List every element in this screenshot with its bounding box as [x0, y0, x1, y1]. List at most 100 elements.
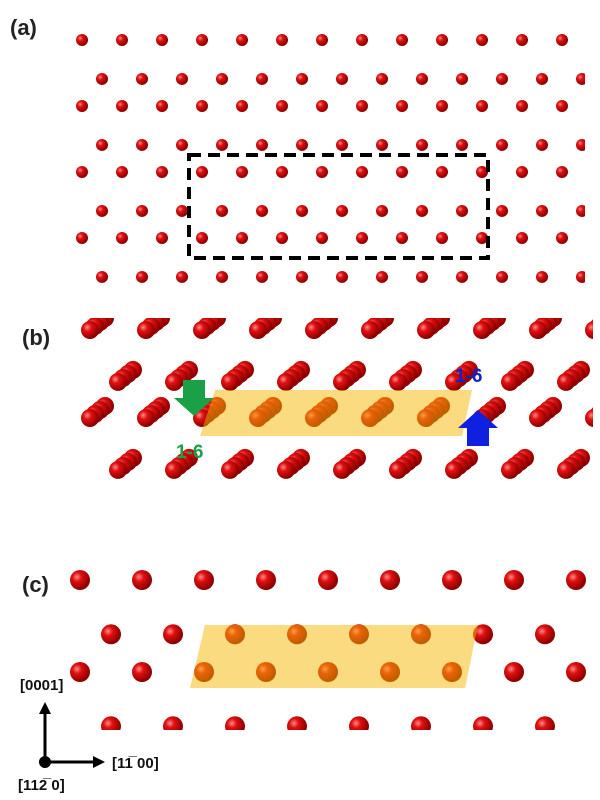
oxygen [221, 461, 239, 479]
oxygen [81, 409, 99, 427]
oxygen [156, 166, 168, 178]
oxygen [116, 34, 128, 46]
oxygen [163, 624, 183, 644]
oxygen [76, 100, 88, 112]
oxygen [70, 662, 90, 682]
oxygen [496, 271, 508, 283]
axis-arrowhead [39, 702, 51, 714]
oxygen [529, 409, 547, 427]
oxygen [536, 73, 548, 85]
oxygen [132, 570, 152, 590]
oxygen [256, 271, 268, 283]
oxygen [165, 373, 183, 391]
oxygen [137, 409, 155, 427]
oxygen [216, 271, 228, 283]
oxygen [96, 139, 108, 151]
oxygen [361, 321, 379, 339]
oxygen [436, 100, 448, 112]
oxygen [136, 139, 148, 151]
oxygen [333, 373, 351, 391]
oxygen [416, 205, 428, 217]
oxygen [556, 166, 568, 178]
oxygen [96, 205, 108, 217]
axis-arrowhead [93, 756, 105, 768]
oxygen [76, 34, 88, 46]
oxygen [136, 73, 148, 85]
oxygen [356, 100, 368, 112]
oxygen [336, 139, 348, 151]
oxygen [501, 373, 519, 391]
oxygen [356, 166, 368, 178]
oxygen [585, 409, 600, 427]
oxygen [296, 73, 308, 85]
oxygen [316, 100, 328, 112]
oxygen [576, 139, 588, 151]
oxygen [116, 232, 128, 244]
oxygen [436, 166, 448, 178]
oxygen [225, 716, 245, 736]
oxygen [496, 139, 508, 151]
oxygen [101, 716, 121, 736]
oxygen [349, 716, 369, 736]
oxygen [196, 232, 208, 244]
oxygen [516, 100, 528, 112]
oxygen [557, 461, 575, 479]
oxygen [336, 73, 348, 85]
oxygen [595, 313, 600, 331]
oxygen [389, 461, 407, 479]
oxygen [476, 100, 488, 112]
oxygen [236, 166, 248, 178]
oxygen [316, 34, 328, 46]
oxygen [576, 271, 588, 283]
oxygen [196, 166, 208, 178]
oxygen [70, 570, 90, 590]
oxygen [556, 232, 568, 244]
oxygen [136, 271, 148, 283]
oxygen [256, 139, 268, 151]
oxygen [496, 73, 508, 85]
annotation: 1-6 [455, 366, 482, 387]
oxygen [566, 570, 586, 590]
oxygen [81, 321, 99, 339]
oxygen [416, 139, 428, 151]
oxygen [216, 205, 228, 217]
oxygen [396, 34, 408, 46]
oxygen [96, 271, 108, 283]
oxygen [504, 570, 524, 590]
oxygen [417, 321, 435, 339]
oxygen [576, 205, 588, 217]
oxygen [411, 716, 431, 736]
oxygen [496, 205, 508, 217]
panel-label: (a) [10, 15, 37, 40]
oxygen [473, 716, 493, 736]
oxygen [557, 373, 575, 391]
oxygen [109, 373, 127, 391]
oxygen [376, 73, 388, 85]
oxygen [256, 205, 268, 217]
oxygen [416, 271, 428, 283]
oxygen [76, 232, 88, 244]
oxygen [236, 232, 248, 244]
oxygen [396, 232, 408, 244]
oxygen [556, 100, 568, 112]
oxygen [296, 139, 308, 151]
oxygen [456, 271, 468, 283]
oxygen [504, 662, 524, 682]
oxygen [96, 73, 108, 85]
oxygen [333, 461, 351, 479]
oxygen [436, 232, 448, 244]
figure: 1-6 1-6 (a) (b) (c) [0001] [11̅ 00] [112… [0, 0, 600, 800]
oxygen [585, 321, 600, 339]
oxygen [196, 34, 208, 46]
oxygen [256, 73, 268, 85]
oxygen [516, 34, 528, 46]
oxygen [476, 34, 488, 46]
oxygen [176, 73, 188, 85]
oxygen [236, 34, 248, 46]
oxygen [576, 73, 588, 85]
oxygen [196, 100, 208, 112]
oxygen [566, 662, 586, 682]
oxygen [396, 100, 408, 112]
oxygen [116, 166, 128, 178]
axis-label: [0001] [20, 677, 63, 694]
